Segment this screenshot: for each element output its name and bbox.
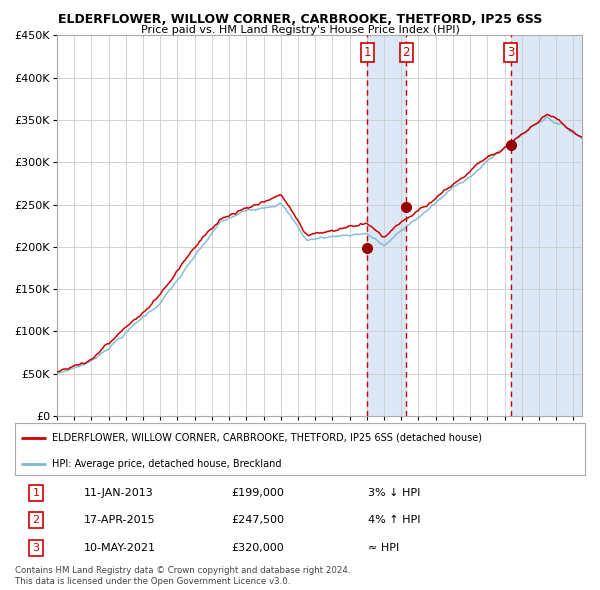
Text: 10-MAY-2021: 10-MAY-2021 (83, 543, 155, 553)
Text: 1: 1 (364, 46, 371, 59)
Text: £320,000: £320,000 (232, 543, 284, 553)
Text: HPI: Average price, detached house, Breckland: HPI: Average price, detached house, Brec… (52, 458, 281, 468)
Text: 17-APR-2015: 17-APR-2015 (83, 516, 155, 525)
Text: ELDERFLOWER, WILLOW CORNER, CARBROOKE, THETFORD, IP25 6SS (detached house): ELDERFLOWER, WILLOW CORNER, CARBROOKE, T… (52, 432, 482, 442)
Text: Price paid vs. HM Land Registry's House Price Index (HPI): Price paid vs. HM Land Registry's House … (140, 25, 460, 35)
Bar (511, 35, 582, 416)
Text: ELDERFLOWER, WILLOW CORNER, CARBROOKE, THETFORD, IP25 6SS: ELDERFLOWER, WILLOW CORNER, CARBROOKE, T… (58, 13, 542, 26)
Text: 4% ↑ HPI: 4% ↑ HPI (368, 516, 421, 525)
Text: 3: 3 (32, 543, 40, 553)
Text: 2: 2 (32, 516, 40, 525)
Bar (367, 35, 406, 416)
Text: 3% ↓ HPI: 3% ↓ HPI (368, 488, 421, 498)
Text: Contains HM Land Registry data © Crown copyright and database right 2024.
This d: Contains HM Land Registry data © Crown c… (15, 566, 350, 586)
Text: 1: 1 (32, 488, 40, 498)
Text: ≈ HPI: ≈ HPI (368, 543, 400, 553)
Text: 3: 3 (507, 46, 514, 59)
Text: 11-JAN-2013: 11-JAN-2013 (83, 488, 153, 498)
Text: £247,500: £247,500 (232, 516, 284, 525)
Text: £199,000: £199,000 (232, 488, 284, 498)
Text: 2: 2 (403, 46, 410, 59)
